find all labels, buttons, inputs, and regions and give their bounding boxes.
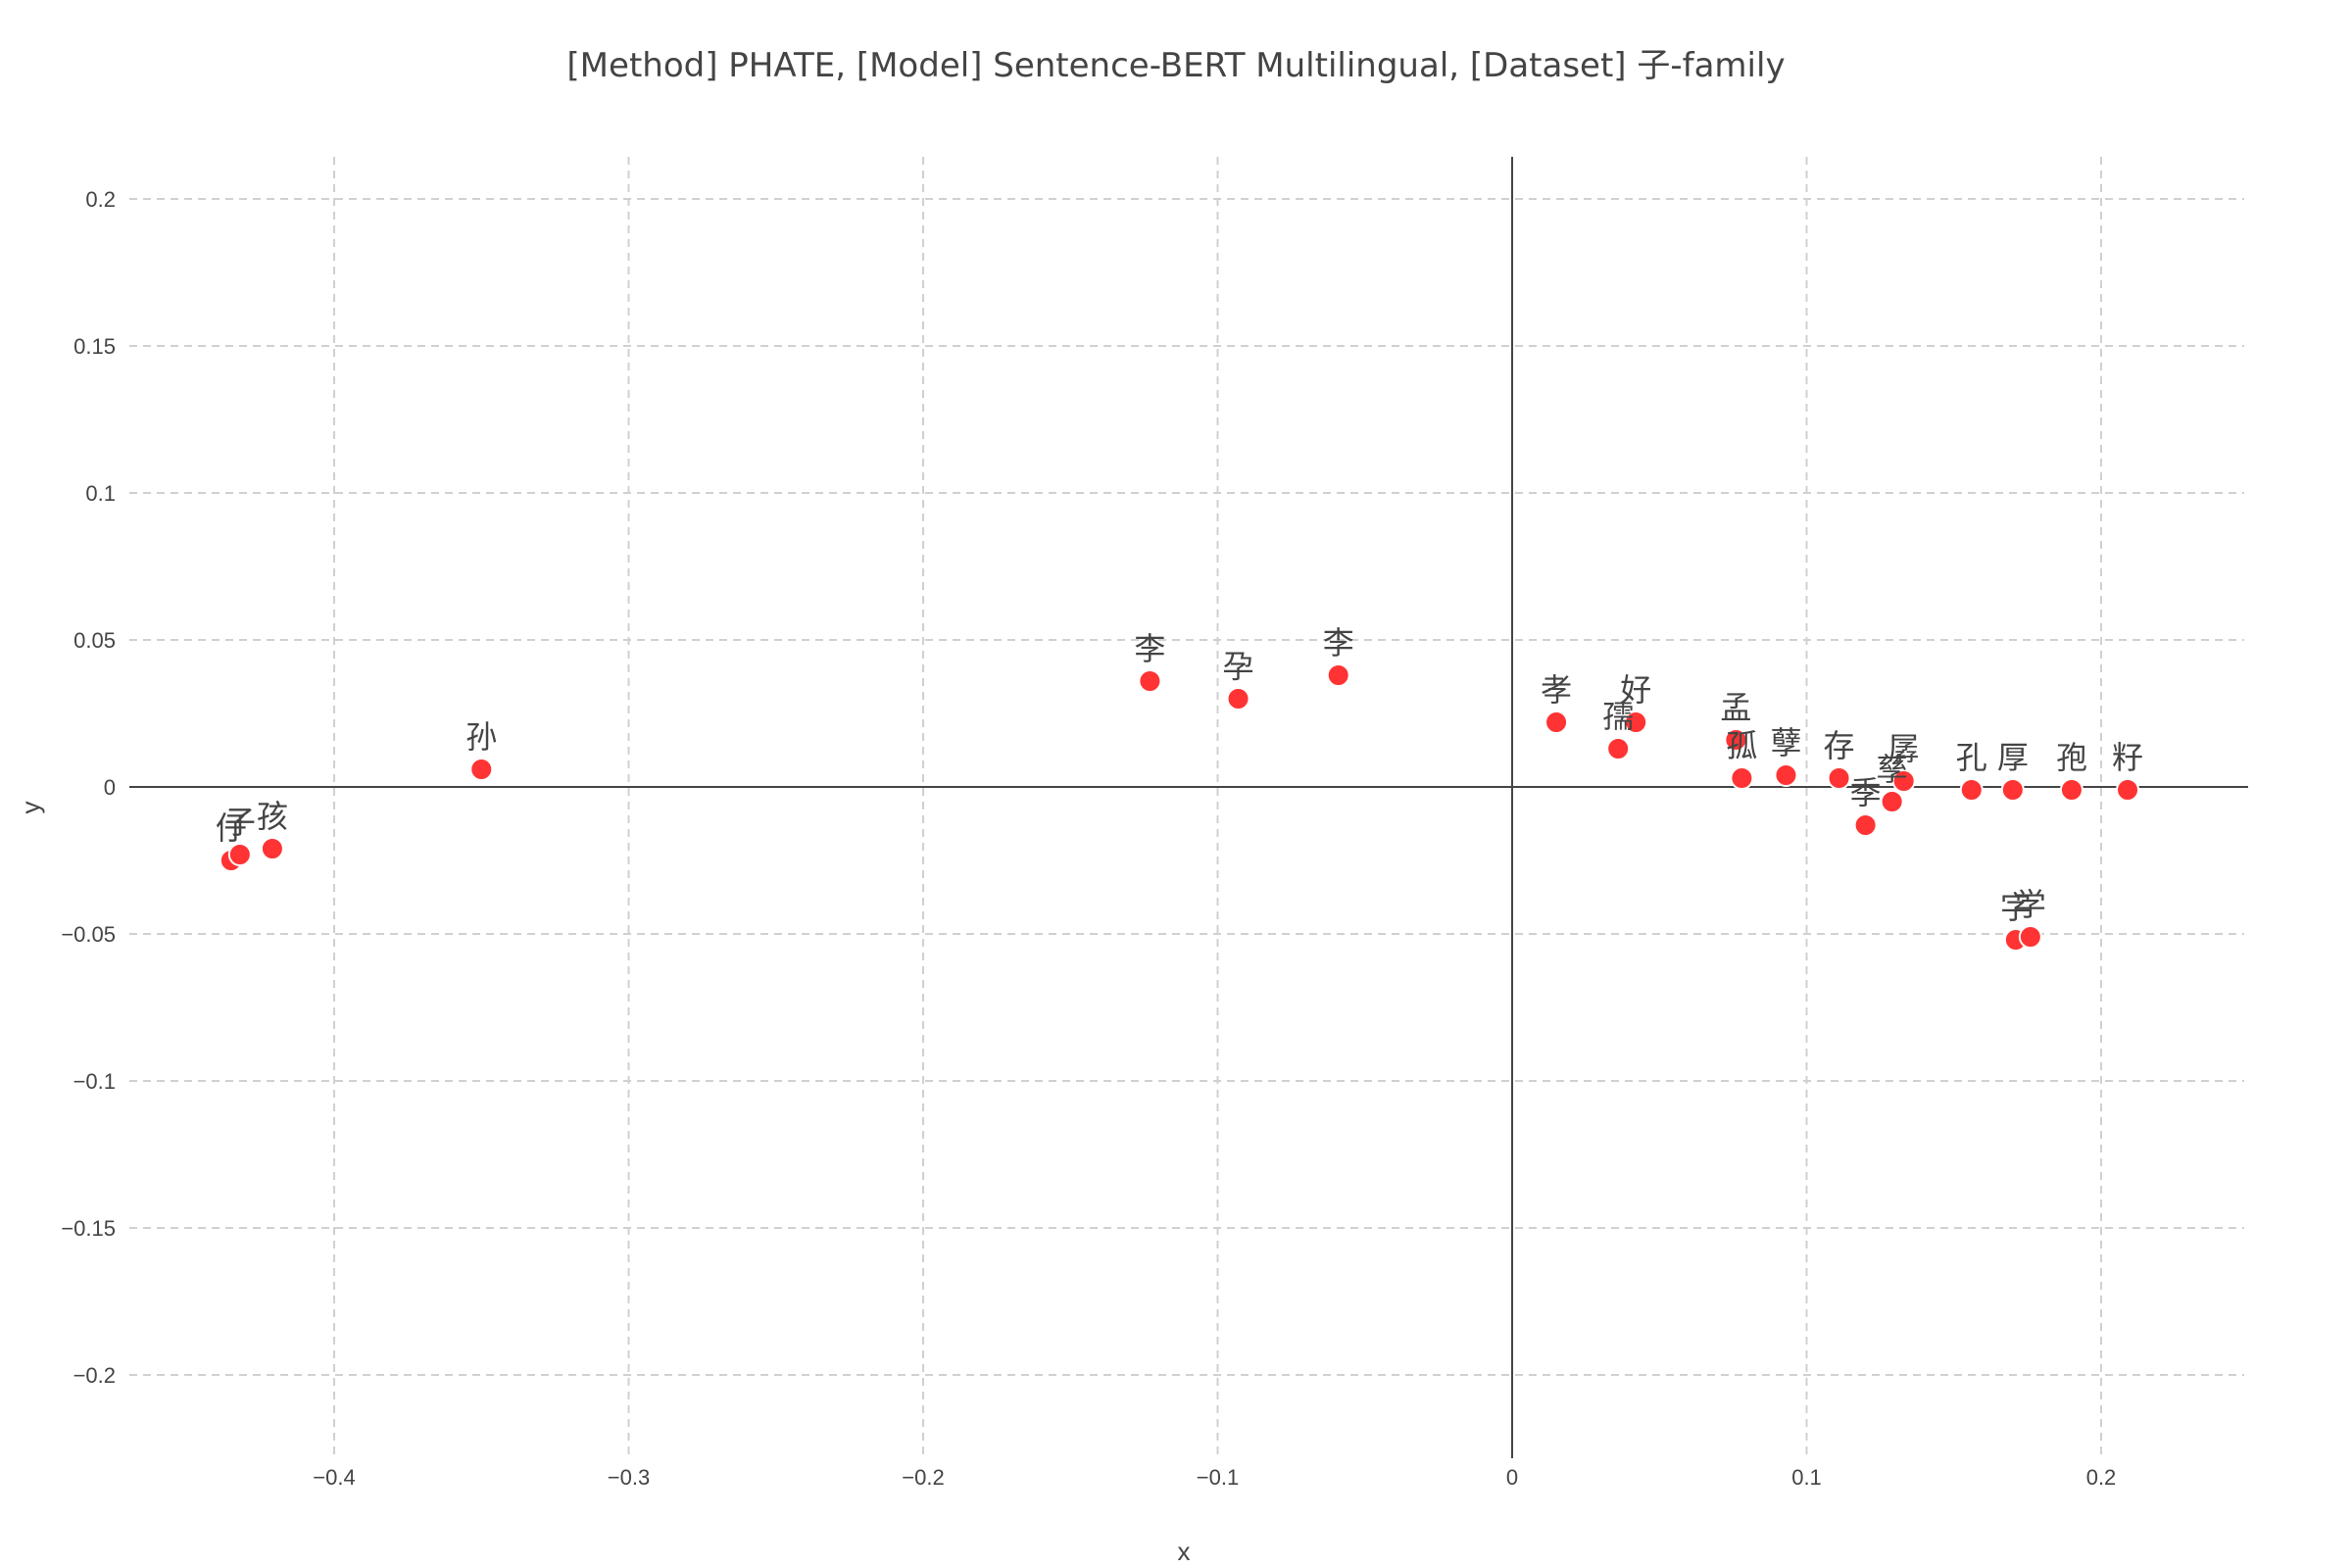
data-point	[1724, 728, 1748, 752]
data-point-label: 孩	[257, 798, 288, 835]
data-point	[2000, 778, 2025, 802]
data-point	[1624, 710, 1648, 734]
y-axis-ticks: 0.2 0.15 0.1 0.05 0 −0.05 −0.1 −0.15 −0.2	[61, 187, 116, 1388]
data-point	[1544, 710, 1569, 734]
data-point-label: 孟	[1720, 689, 1751, 726]
data-point-label: 孢	[2056, 739, 2087, 776]
y-tick-label: −0.1	[74, 1069, 116, 1094]
data-point-label: 李	[1134, 630, 1165, 667]
data-point	[227, 843, 252, 866]
chart-title: [Method] PHATE, [Model] Sentence-BERT Mu…	[566, 46, 1785, 85]
data-point	[1959, 778, 1984, 802]
data-point-label: 孳	[1877, 751, 1908, 788]
data-point-label: 孱	[1888, 730, 1920, 767]
data-points	[219, 663, 2140, 952]
data-point-label: 学	[2015, 886, 2046, 923]
x-tick-label: −0.2	[902, 1465, 944, 1490]
x-tick-label: 0.2	[2086, 1465, 2117, 1490]
data-point	[2059, 778, 2083, 802]
data-point	[1326, 663, 1350, 687]
y-tick-label: 0.2	[85, 187, 116, 212]
data-point-label: 存	[1824, 727, 1855, 764]
y-axis-title: y	[16, 802, 45, 814]
data-point-label: 孝	[1541, 671, 1572, 709]
data-point	[260, 837, 284, 860]
y-tick-label: −0.15	[61, 1216, 116, 1241]
x-tick-label: 0.1	[1791, 1465, 1822, 1490]
data-labels: 仔子 孩孙李 孕李孝 好孺 孟孤孽存季孳孱孔厚孢籽字学	[216, 624, 2143, 926]
data-point-label: 好	[1620, 671, 1651, 709]
y-tick-label: −0.05	[61, 922, 116, 947]
y-tick-label: 0.1	[85, 481, 116, 506]
data-point-label: 孤	[1726, 727, 1757, 764]
data-point	[2116, 778, 2140, 802]
y-tick-label: −0.2	[74, 1363, 116, 1388]
x-tick-label: 0	[1506, 1465, 1518, 1490]
y-tick-label: 0.15	[74, 334, 116, 359]
data-point	[1827, 766, 1851, 790]
data-point-label: 孺	[1602, 698, 1634, 735]
y-tick-label: 0	[104, 775, 116, 800]
data-point	[1226, 687, 1250, 710]
y-tick-label: 0.05	[74, 628, 116, 653]
data-point	[1730, 766, 1754, 790]
data-point	[2018, 925, 2042, 949]
x-tick-label: −0.1	[1197, 1465, 1239, 1490]
x-tick-label: −0.3	[608, 1465, 650, 1490]
data-point	[469, 758, 494, 781]
data-point-label: 厚	[1997, 739, 2029, 776]
data-point	[1138, 669, 1162, 693]
data-point	[1891, 769, 1916, 793]
zero-lines	[129, 157, 2248, 1458]
data-point	[1774, 763, 1798, 787]
data-point-label: 仔	[216, 809, 247, 847]
data-point	[1853, 813, 1878, 837]
x-axis-ticks: −0.4 −0.3 −0.2 −0.1 0 0.1 0.2	[313, 1465, 2116, 1490]
data-point-label: 孕	[1223, 648, 1254, 685]
data-point-label: 季	[1850, 774, 1882, 811]
data-point	[1880, 790, 1904, 813]
data-point-label: 孙	[466, 718, 497, 756]
data-point-label: 李	[1323, 624, 1354, 662]
data-point-label: 孽	[1770, 724, 1801, 761]
data-point	[1606, 737, 1631, 760]
x-tick-label: −0.4	[313, 1465, 355, 1490]
data-point-label: 籽	[2112, 739, 2143, 776]
grid-lines	[129, 157, 2244, 1458]
data-point-label: 字	[2000, 889, 2032, 926]
data-point-label: 子	[224, 804, 256, 841]
x-axis-title: x	[1178, 1537, 1191, 1566]
data-point-label: 孔	[1956, 739, 1987, 776]
